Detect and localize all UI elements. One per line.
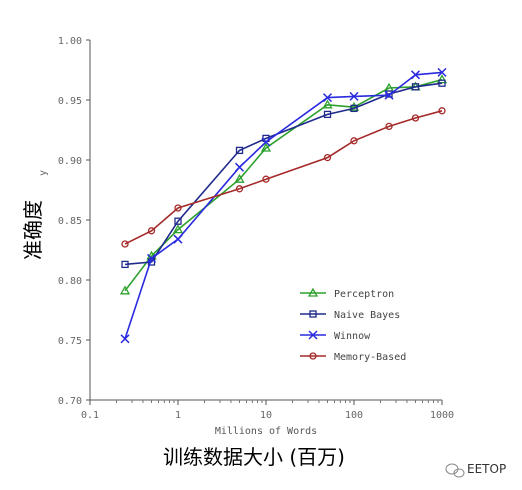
x-tick-label: 10 [260, 410, 272, 421]
legend: Perceptron Naive Bayes Winnow Memory-Based [300, 287, 406, 363]
series-line [124, 82, 443, 266]
wechat-logo-icon [445, 463, 465, 478]
legend-label: Winnow [334, 331, 371, 342]
x-tick-label: 1 [175, 410, 181, 421]
y-tick-label: 0.85 [58, 216, 82, 227]
y-axis-label-chinese: 准确度 [21, 200, 45, 260]
data-point [349, 91, 359, 101]
data-point [322, 93, 333, 103]
y-tick-labels: 0.70 0.75 0.80 0.85 0.90 0.95 1.00 [58, 36, 82, 407]
y-tick-label: 0.75 [58, 336, 82, 347]
x-tick-label: 100 [345, 410, 363, 421]
y-axis-label-partial: y [38, 170, 49, 176]
series-line [124, 110, 443, 245]
data-point [174, 217, 182, 225]
data-point [172, 224, 184, 234]
y-tick-label: 0.95 [58, 96, 82, 107]
data-point [437, 67, 447, 77]
legend-label: Perceptron [334, 289, 394, 300]
legend-marker [307, 287, 319, 297]
data-point [438, 107, 446, 115]
legend-marker [308, 330, 318, 340]
data-point [234, 162, 245, 172]
series-line [124, 71, 443, 340]
series-0 [119, 74, 448, 295]
y-tick-label: 0.70 [58, 396, 82, 407]
data-point [121, 240, 129, 248]
data-point [119, 285, 131, 295]
x-axis-label: Millions of Words [215, 426, 317, 437]
legend-marker [309, 310, 317, 318]
y-tick-label: 0.80 [58, 276, 82, 287]
series-layer [119, 67, 448, 344]
data-point [322, 99, 333, 109]
data-point [410, 70, 421, 80]
legend-marker [309, 352, 317, 360]
legend-entry: Memory-Based [300, 352, 406, 363]
data-point [385, 90, 393, 98]
legend-label: Memory-Based [334, 352, 406, 363]
data-point [174, 204, 182, 212]
series-line [124, 78, 443, 292]
data-point [436, 74, 448, 84]
series-1 [121, 79, 446, 269]
data-point [262, 175, 270, 183]
legend-label: Naive Bayes [334, 310, 400, 321]
watermark: EETOP [445, 462, 506, 478]
data-point [384, 90, 394, 100]
series-3 [121, 107, 446, 248]
data-point [350, 137, 358, 145]
data-point [146, 253, 157, 263]
data-point [235, 185, 244, 193]
data-point [260, 142, 272, 152]
data-point [323, 110, 332, 119]
data-point [348, 101, 360, 111]
y-tick-label: 0.90 [58, 156, 82, 167]
data-point [411, 114, 420, 122]
series-2 [120, 67, 447, 344]
data-point [234, 173, 245, 183]
data-point [350, 104, 358, 113]
y-tick-label: 1.00 [58, 36, 82, 47]
watermark-text: EETOP [467, 462, 506, 476]
data-point [411, 83, 420, 91]
data-point [173, 234, 183, 244]
legend-entry: Perceptron [300, 287, 394, 300]
x-tick-label: 0.1 [81, 410, 99, 421]
data-point [235, 146, 244, 155]
data-point [121, 260, 129, 269]
x-tick-labels: 0.1 1 10 100 1000 [81, 410, 454, 421]
x-axis-label-chinese: 训练数据大小 (百万) [163, 445, 345, 469]
data-point [323, 153, 332, 162]
data-point [261, 137, 271, 147]
x-tick-label: 1000 [430, 410, 454, 421]
legend-entry: Naive Bayes [300, 310, 400, 321]
axes [86, 39, 443, 405]
data-point [438, 79, 446, 87]
data-point [147, 227, 156, 235]
data-point [120, 334, 130, 344]
data-point [385, 122, 393, 131]
legend-entry: Winnow [300, 330, 371, 342]
